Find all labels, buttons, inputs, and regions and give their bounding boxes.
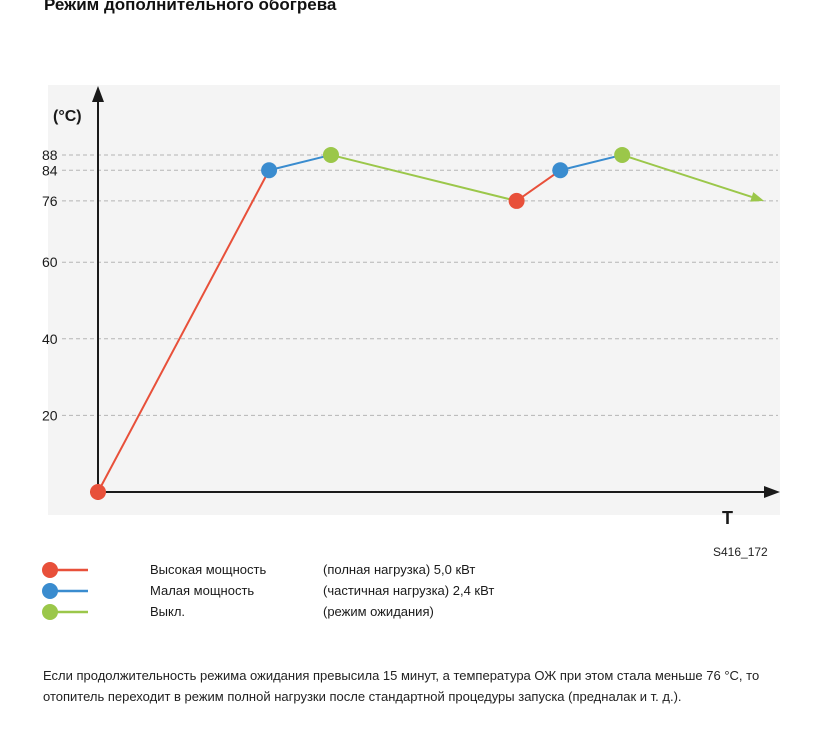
- segment-off: [621, 154, 753, 198]
- segment-high: [516, 169, 561, 202]
- series-arrow-icon: [750, 192, 765, 202]
- y-tick-label-88: 88: [42, 147, 58, 163]
- series-points: [90, 146, 631, 500]
- legend-label: Выкл.: [150, 604, 186, 619]
- legend-description: (полная нагрузка) 5,0 кВт: [323, 562, 476, 577]
- figure-code: S416_172: [713, 545, 768, 559]
- legend-label: Высокая мощность: [150, 562, 267, 577]
- point-low-1: [261, 162, 278, 179]
- segment-off: [330, 153, 517, 202]
- y-axis-arrow-icon: [92, 86, 104, 102]
- x-axis-arrow-icon: [764, 486, 780, 498]
- legend-swatch-low-icon: [42, 583, 88, 599]
- point-off-2: [322, 146, 339, 163]
- y-tick-label-84: 84: [42, 162, 58, 178]
- legend-swatch-off-icon: [42, 604, 88, 620]
- series-segments: [97, 153, 765, 493]
- legend-description: (режим ожидания): [323, 604, 434, 619]
- y-axis-label: (°C): [53, 108, 82, 125]
- point-low-4: [552, 162, 569, 179]
- point-high-3: [508, 192, 525, 209]
- x-axis-label: T: [722, 508, 733, 528]
- description-text: Если продолжительность режима ожидания п…: [43, 668, 760, 704]
- y-tick-label-40: 40: [42, 331, 58, 347]
- legend-item-low: Малая мощность (частичная нагрузка) 2,4 …: [40, 581, 600, 602]
- segment-low: [560, 153, 623, 172]
- y-tick-label-76: 76: [42, 193, 58, 209]
- legend-item-high: Высокая мощность (полная нагрузка) 5,0 к…: [40, 560, 600, 581]
- y-tick-label-20: 20: [42, 407, 58, 423]
- legend-swatch-high-icon: [42, 562, 88, 578]
- page-title: Режим дополнительного обогрева: [44, 0, 337, 14]
- point-off-5: [614, 146, 631, 163]
- gridlines: [62, 154, 778, 416]
- legend-description: (частичная нагрузка) 2,4 кВт: [323, 583, 495, 598]
- segment-low: [268, 153, 332, 172]
- plot-background: [48, 85, 780, 515]
- point-high-0: [90, 484, 106, 500]
- legend-label: Малая мощность: [150, 583, 255, 598]
- y-tick-label-60: 60: [42, 254, 58, 270]
- legend-item-off: Выкл. (режим ожидания): [40, 602, 600, 623]
- segment-high: [97, 169, 270, 493]
- legend: Высокая мощность (полная нагрузка) 5,0 к…: [40, 560, 600, 623]
